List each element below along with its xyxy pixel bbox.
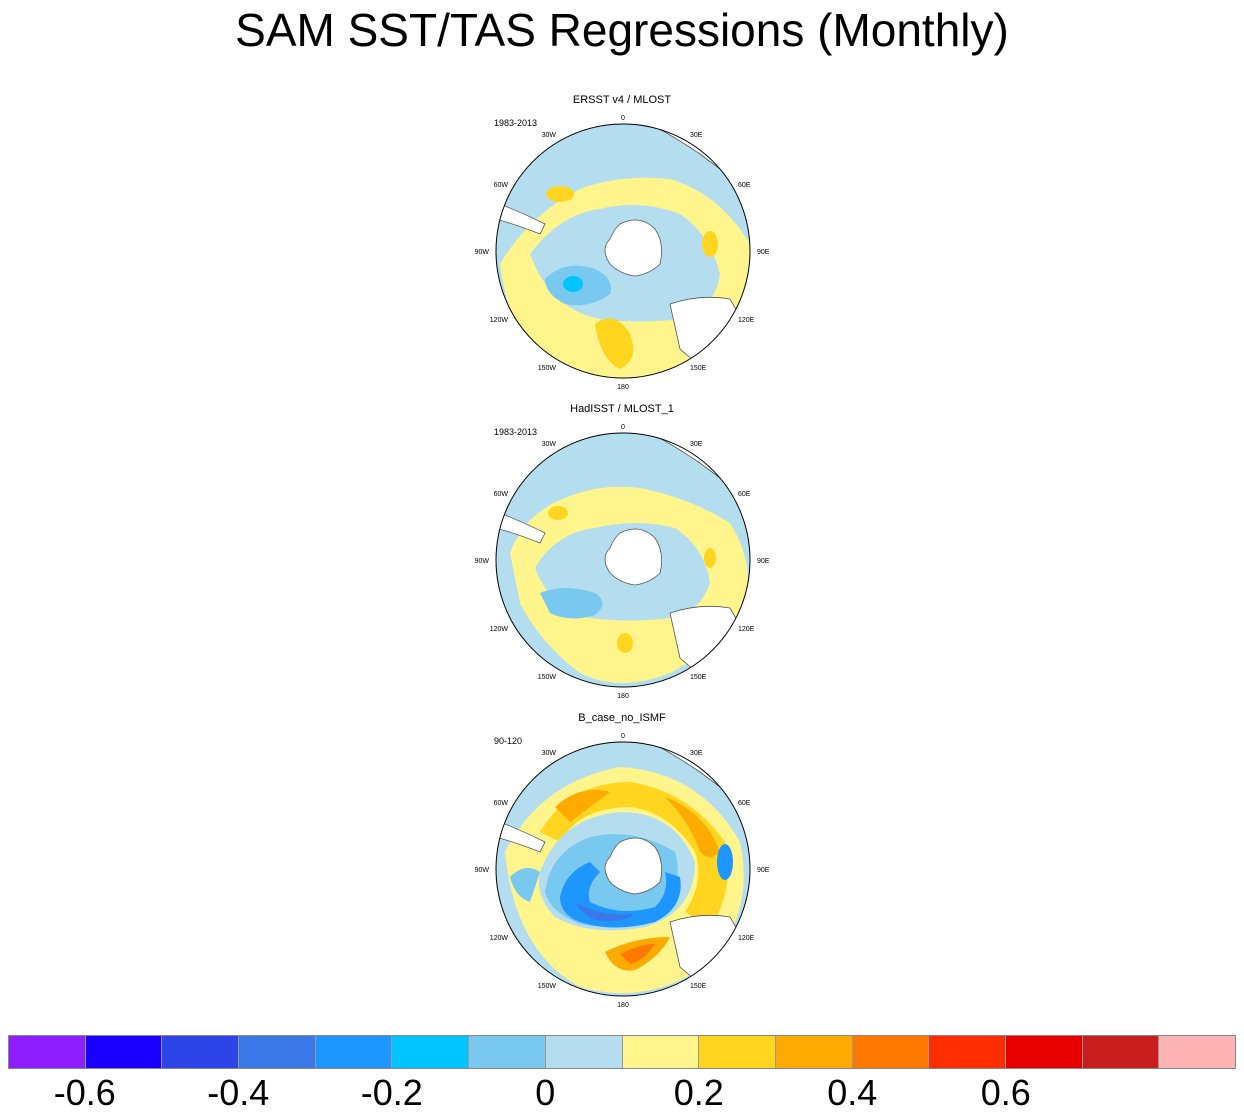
lon-label: 150E — [690, 674, 707, 681]
lon-label: 30W — [542, 132, 557, 139]
lon-label: 120E — [738, 317, 755, 324]
lon-label: 90E — [757, 558, 770, 565]
colorbar-swatch — [622, 1036, 700, 1068]
colorbar-swatch — [239, 1036, 316, 1068]
lon-label: 60E — [738, 182, 751, 189]
lon-label: 30E — [690, 132, 703, 139]
polar-map: 0 30E 60E 90E 120E 150E 180 150W 120W 90… — [475, 733, 770, 1009]
lon-label: 180 — [617, 1002, 629, 1009]
colorbar-swatch — [929, 1036, 1006, 1068]
lon-label: 150W — [538, 983, 557, 990]
lon-label: 90W — [475, 867, 490, 874]
lon-label: 60W — [494, 800, 509, 807]
map-panel-hadisst: HadISST / MLOST_1 1983-2013 0 30E 60E 90… — [470, 403, 774, 703]
lon-label: 0 — [621, 115, 625, 122]
lon-label: 30E — [690, 441, 703, 448]
lon-label: 90W — [475, 249, 490, 256]
lon-label: 180 — [617, 384, 629, 391]
colorbar-swatch — [1159, 1036, 1235, 1068]
lon-label: 60W — [494, 182, 509, 189]
panel-title: B_case_no_ISMF — [578, 712, 666, 724]
lon-label: 150E — [690, 983, 707, 990]
colorbar-swatch — [1005, 1036, 1083, 1068]
colorbar-swatch — [162, 1036, 240, 1068]
map-panel-b-case: B_case_no_ISMF 90-120 0 30E 60E 90E — [470, 712, 774, 1012]
period-label: 90-120 — [494, 736, 523, 746]
lon-label: 150E — [690, 365, 707, 372]
lon-label: 150W — [538, 674, 557, 681]
colorbar-tick-label: 0.4 — [827, 1072, 878, 1113]
colorbar-swatch — [85, 1036, 163, 1068]
lon-label: 120W — [490, 935, 509, 942]
lon-label: 60E — [738, 800, 751, 807]
colorbar-tick-label: -0.2 — [360, 1072, 423, 1113]
polar-map: 0 30E 60E 90E 120E 150E 180 150W 120W 90… — [475, 115, 770, 391]
lon-label: 120W — [490, 317, 509, 324]
colorbar-swatch — [699, 1036, 776, 1068]
lon-label: 120W — [490, 626, 509, 633]
colorbar-swatch — [469, 1036, 546, 1068]
colorbar-tick-label: 0.2 — [673, 1072, 724, 1113]
lon-label: 90E — [757, 867, 770, 874]
lon-label: 90W — [475, 558, 490, 565]
lon-label: 0 — [621, 424, 625, 431]
panel-title: ERSST v4 / MLOST — [572, 94, 672, 106]
colorbar-swatch — [545, 1036, 623, 1068]
lon-label: 60W — [494, 491, 509, 498]
colorbar-swatch — [392, 1036, 470, 1068]
lon-label: 30W — [542, 750, 557, 757]
colorbar-swatch — [315, 1036, 393, 1068]
colorbar-tick-label: -0.4 — [207, 1072, 270, 1113]
panel-title: HadISST / MLOST_1 — [570, 403, 674, 415]
period-label: 1983-2013 — [494, 427, 538, 437]
lon-label: 30W — [542, 441, 557, 448]
colorbar-tick-label: 0.6 — [980, 1072, 1031, 1113]
lon-label: 60E — [738, 491, 751, 498]
period-label: 1983-2013 — [494, 118, 538, 128]
lon-label: 180 — [617, 693, 629, 700]
colorbar-swatch — [1082, 1036, 1160, 1068]
colorbar-swatch — [9, 1036, 86, 1068]
lon-label: 120E — [738, 935, 755, 942]
lon-label: 150W — [538, 365, 557, 372]
lon-label: 0 — [621, 733, 625, 740]
polar-map: 0 30E 60E 90E 120E 150E 180 150W 120W 90… — [475, 424, 770, 700]
figure-title: SAM SST/TAS Regressions (Monthly) — [235, 4, 1009, 56]
lon-label: 90E — [757, 249, 770, 256]
colorbar-tick-label: 0 — [535, 1072, 556, 1113]
colorbar — [8, 1035, 1236, 1069]
colorbar-swatch — [775, 1036, 853, 1068]
lon-label: 120E — [738, 626, 755, 633]
map-panel-ersst: ERSST v4 / MLOST 1983-2013 0 30E 60E 90E… — [470, 94, 774, 394]
colorbar-swatch — [852, 1036, 930, 1068]
lon-label: 30E — [690, 750, 703, 757]
colorbar-tick-label: -0.6 — [53, 1072, 116, 1113]
